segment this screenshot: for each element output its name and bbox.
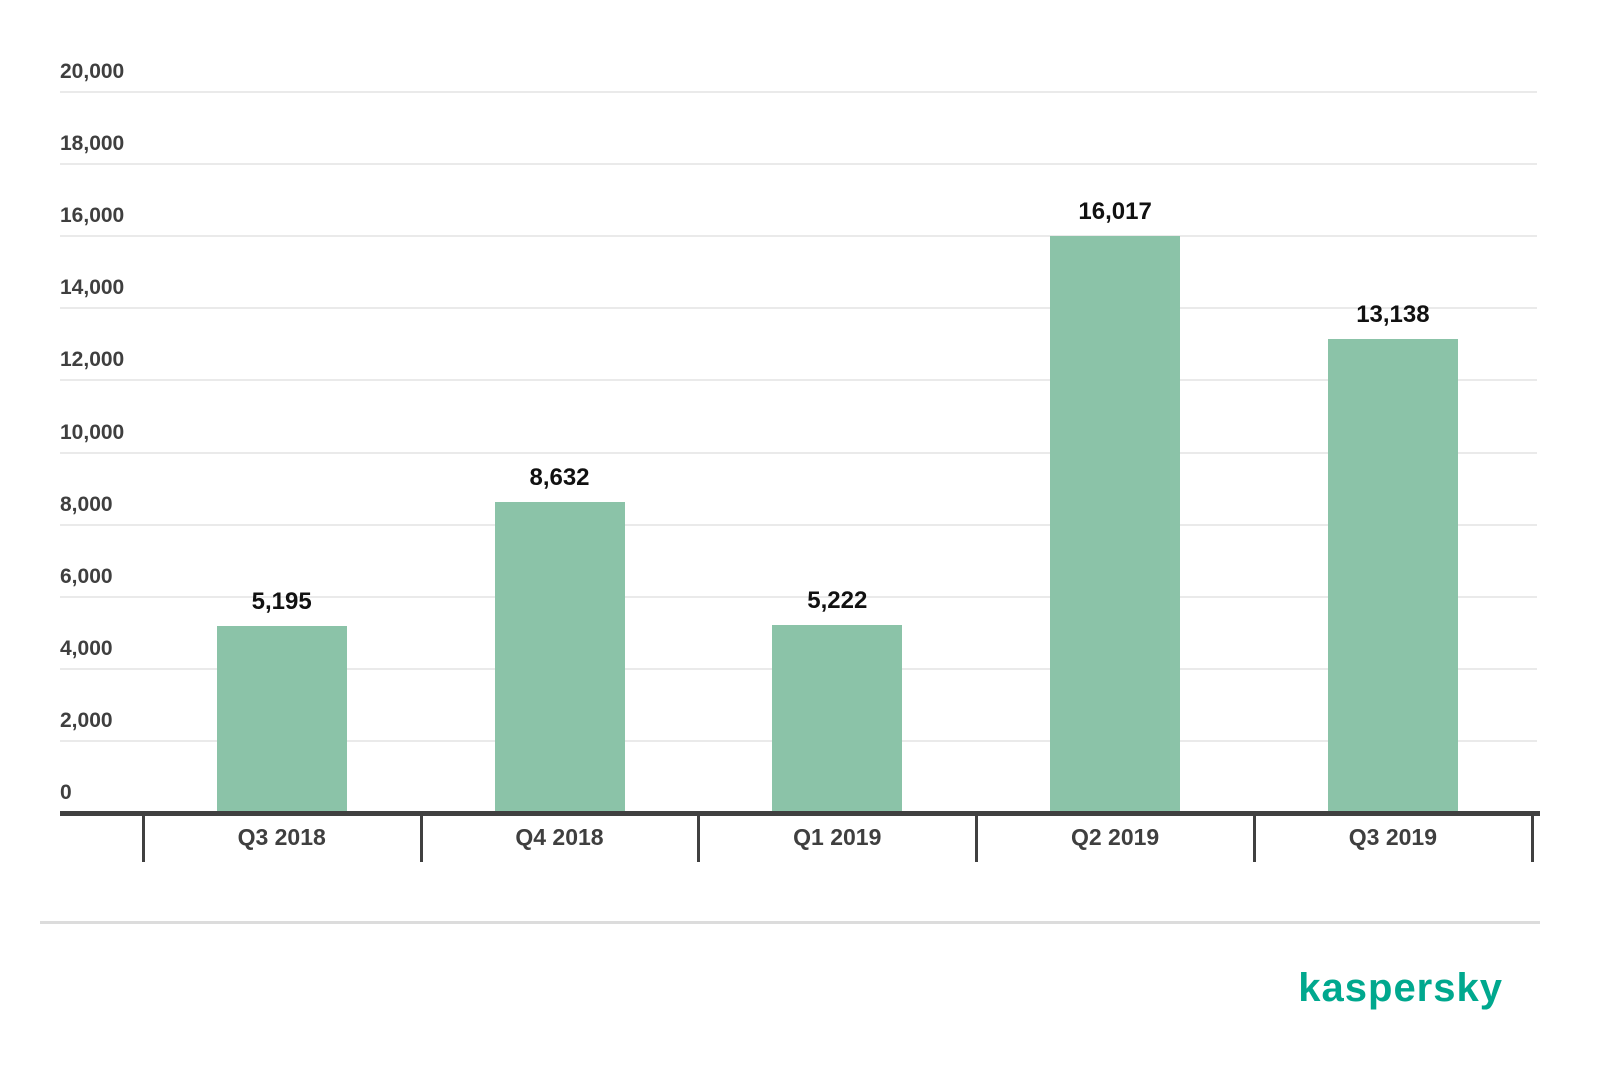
y-axis-tick-label: 6,000 — [60, 564, 113, 588]
bar-q3-2018 — [216, 625, 347, 811]
bar-q4-2018 — [494, 501, 625, 811]
y-axis-tick-label: 14,000 — [60, 276, 125, 300]
y-gridline — [60, 91, 1537, 93]
x-axis-line — [60, 811, 1540, 816]
y-axis-tick-label: 12,000 — [60, 348, 125, 372]
bar-q2-2019 — [1050, 235, 1181, 811]
y-axis-tick-label: 2,000 — [60, 708, 113, 732]
y-gridline — [60, 307, 1537, 310]
y-gridline — [60, 523, 1537, 526]
x-axis-tick-label: Q1 2019 — [793, 824, 882, 850]
x-axis-tick-label: Q3 2019 — [1348, 824, 1438, 850]
separator-line — [40, 921, 1540, 924]
x-axis-tick — [975, 816, 979, 862]
x-axis-tick — [419, 816, 423, 862]
bar-value-label: 16,017 — [1078, 197, 1152, 225]
x-axis-tick-label: Q4 2018 — [515, 824, 604, 850]
x-axis-tick — [1253, 816, 1256, 862]
y-gridline — [60, 379, 1537, 382]
kaspersky-logo: kaspersky — [1298, 966, 1503, 1010]
y-gridline — [60, 235, 1537, 238]
bar-q1-2019 — [772, 624, 903, 811]
y-gridline — [60, 163, 1537, 166]
x-axis-tick-label: Q2 2019 — [1070, 824, 1160, 850]
bar-q3-2019 — [1327, 339, 1458, 811]
bar-value-label: 5,222 — [807, 586, 868, 614]
y-axis-tick-label: 10,000 — [60, 420, 125, 444]
y-gridline — [60, 595, 1537, 598]
x-axis-tick — [141, 816, 145, 862]
y-axis-tick-label: 16,000 — [60, 204, 125, 228]
bar-value-label: 5,195 — [251, 587, 312, 615]
y-axis-tick-label: 0 — [60, 781, 72, 804]
y-axis-tick-label: 20,000 — [60, 60, 125, 83]
y-gridline — [60, 451, 1537, 454]
bar-value-label: 8,632 — [529, 463, 590, 491]
x-axis-tick — [1530, 816, 1534, 862]
y-axis-tick-label: 8,000 — [60, 492, 113, 516]
x-axis-tick-label: Q3 2018 — [237, 824, 326, 850]
y-axis-tick-label: 18,000 — [60, 132, 125, 156]
y-axis-tick-label: 4,000 — [60, 636, 113, 660]
x-axis-tick — [697, 816, 701, 862]
bar-value-label: 13,138 — [1356, 301, 1430, 329]
